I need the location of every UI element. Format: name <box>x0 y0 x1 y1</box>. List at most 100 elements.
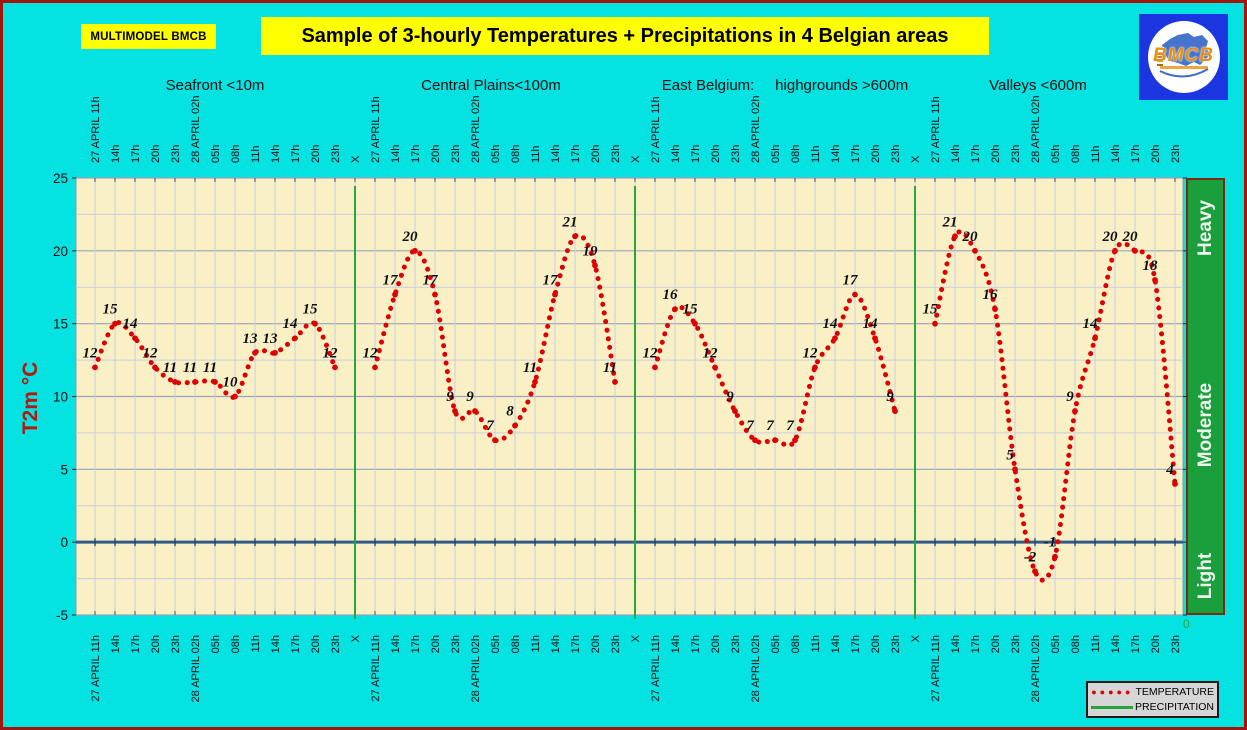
svg-text:27 APRIL 11h: 27 APRIL 11h <box>370 96 382 163</box>
svg-text:28 APRIL 02h: 28 APRIL 02h <box>470 635 482 702</box>
svg-text:14: 14 <box>1083 316 1099 332</box>
svg-text:20h: 20h <box>710 635 722 653</box>
svg-text:14: 14 <box>823 316 839 332</box>
svg-text:14h: 14h <box>1110 145 1122 163</box>
svg-text:05h: 05h <box>770 635 782 653</box>
svg-text:20h: 20h <box>1150 145 1162 163</box>
svg-text:17: 17 <box>383 273 399 289</box>
precip-zero-label: 0 <box>1183 617 1190 631</box>
svg-text:27 APRIL 11h: 27 APRIL 11h <box>930 635 942 702</box>
svg-text:X: X <box>630 634 642 642</box>
svg-text:12: 12 <box>83 345 99 361</box>
svg-text:19: 19 <box>583 243 599 259</box>
svg-text:11h: 11h <box>250 635 262 653</box>
svg-text:23h: 23h <box>450 145 462 163</box>
svg-text:17: 17 <box>843 273 859 289</box>
svg-text:10: 10 <box>53 390 68 405</box>
svg-text:4: 4 <box>1165 462 1174 478</box>
svg-text:17h: 17h <box>410 635 422 653</box>
svg-text:14h: 14h <box>670 145 682 163</box>
intensity-label-heavy: Heavy <box>1194 200 1216 256</box>
svg-text:17h: 17h <box>130 635 142 653</box>
svg-text:23h: 23h <box>730 145 742 163</box>
intensity-label-moderate: Moderate <box>1194 382 1216 468</box>
svg-text:-1: -1 <box>1044 535 1057 551</box>
region-header-east-belgium: East Belgium: highgrounds >600m <box>661 77 909 94</box>
svg-text:20h: 20h <box>310 145 322 163</box>
svg-text:17h: 17h <box>690 145 702 163</box>
chart-legend: ●●●●● TEMPERATURE PRECIPITATION <box>1086 681 1219 718</box>
svg-text:11h: 11h <box>250 145 262 163</box>
svg-text:23h: 23h <box>330 635 342 653</box>
svg-text:20: 20 <box>1102 229 1119 245</box>
region-header-seafront: Seafront <10m <box>165 77 265 94</box>
svg-text:15: 15 <box>923 302 939 318</box>
svg-text:18: 18 <box>1143 258 1159 274</box>
svg-text:23h: 23h <box>1010 145 1022 163</box>
svg-text:17h: 17h <box>690 635 702 653</box>
svg-text:20h: 20h <box>870 145 882 163</box>
svg-text:15: 15 <box>303 302 319 318</box>
svg-text:08h: 08h <box>1070 145 1082 163</box>
svg-text:20h: 20h <box>990 145 1002 163</box>
svg-text:23h: 23h <box>450 635 462 653</box>
svg-text:27 APRIL 11h: 27 APRIL 11h <box>90 635 102 702</box>
legend-precipitation-label: PRECIPITATION <box>1135 701 1214 713</box>
logo-wordmark: BMCB <box>1153 45 1214 66</box>
svg-text:05h: 05h <box>1050 635 1062 653</box>
svg-text:17h: 17h <box>130 145 142 163</box>
legend-temperature-label: TEMPERATURE <box>1135 686 1214 698</box>
svg-text:9: 9 <box>466 389 474 405</box>
svg-text:17h: 17h <box>570 145 582 163</box>
svg-text:X: X <box>910 634 922 642</box>
svg-text:17h: 17h <box>970 635 982 653</box>
svg-text:08h: 08h <box>510 145 522 163</box>
svg-text:23h: 23h <box>890 635 902 653</box>
logo-subtext-line <box>1159 66 1208 69</box>
svg-text:X: X <box>910 155 922 163</box>
svg-text:05h: 05h <box>1050 145 1062 163</box>
svg-text:14h: 14h <box>950 635 962 653</box>
svg-text:13: 13 <box>243 331 259 347</box>
svg-text:27 APRIL 11h: 27 APRIL 11h <box>650 635 662 702</box>
svg-text:14h: 14h <box>830 635 842 653</box>
intensity-label-light: Light <box>1194 552 1216 600</box>
svg-text:X: X <box>630 155 642 163</box>
svg-text:17h: 17h <box>410 145 422 163</box>
svg-text:20h: 20h <box>870 635 882 653</box>
temperature-dots-icon: ●●●●● <box>1091 686 1134 697</box>
svg-text:05h: 05h <box>770 145 782 163</box>
svg-text:11: 11 <box>203 360 217 376</box>
svg-text:25: 25 <box>53 171 68 186</box>
svg-text:7: 7 <box>766 418 774 434</box>
svg-text:9: 9 <box>446 389 454 405</box>
svg-text:05h: 05h <box>210 145 222 163</box>
svg-text:X: X <box>350 155 362 163</box>
svg-text:14h: 14h <box>830 145 842 163</box>
svg-text:11: 11 <box>603 360 617 376</box>
svg-text:17: 17 <box>423 273 439 289</box>
svg-text:08h: 08h <box>230 145 242 163</box>
legend-row-temperature: ●●●●● TEMPERATURE <box>1091 685 1214 699</box>
svg-text:23h: 23h <box>730 635 742 653</box>
svg-text:20h: 20h <box>1150 635 1162 653</box>
svg-text:21: 21 <box>942 214 958 230</box>
svg-text:14: 14 <box>123 316 139 332</box>
svg-text:20: 20 <box>1122 229 1139 245</box>
svg-text:14: 14 <box>283 316 299 332</box>
svg-text:14h: 14h <box>390 145 402 163</box>
precipitation-line-icon <box>1091 705 1134 709</box>
svg-text:16: 16 <box>983 287 999 303</box>
svg-text:11h: 11h <box>810 145 822 163</box>
svg-text:20h: 20h <box>990 635 1002 653</box>
svg-text:23h: 23h <box>610 635 622 653</box>
legend-row-precipitation: PRECIPITATION <box>1091 700 1214 714</box>
svg-text:12: 12 <box>363 345 379 361</box>
svg-text:14h: 14h <box>270 145 282 163</box>
svg-text:08h: 08h <box>230 635 242 653</box>
svg-text:17: 17 <box>543 273 559 289</box>
svg-text:28 APRIL 02h: 28 APRIL 02h <box>750 635 762 702</box>
svg-text:14: 14 <box>863 316 879 332</box>
